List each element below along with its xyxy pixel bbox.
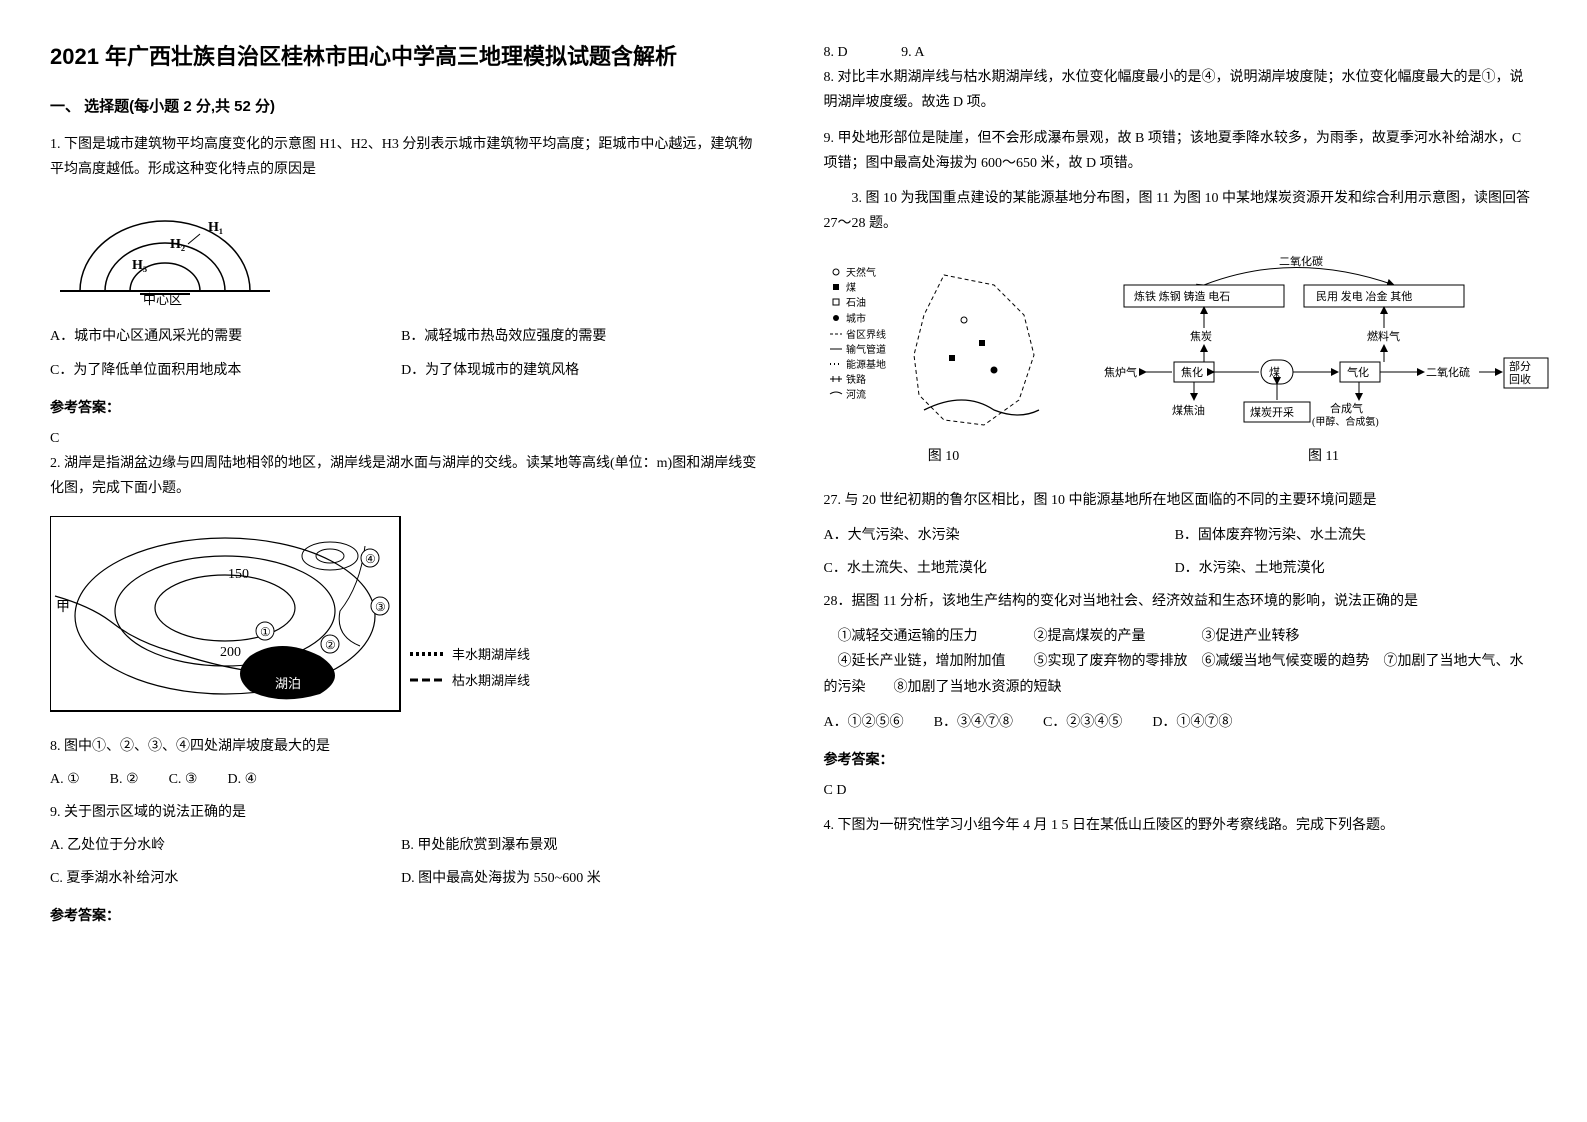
svg-text:②: ② (325, 638, 336, 652)
q9-opt-a: A. 乙处位于分水岭 (50, 833, 371, 858)
q1-fig-h1: H₁ (208, 220, 223, 235)
f11-co2: 二氧化碳 (1279, 254, 1323, 268)
f11-hechengqi: 合成气 (1330, 401, 1363, 415)
q27-opt-b: B．固体废弃物污染、水土流失 (1175, 523, 1496, 548)
f11-r1-left: 炼铁 炼钢 铸造 电石 (1134, 289, 1230, 303)
lg-prov: 省区界线 (846, 328, 886, 341)
lg-city: 城市 (846, 312, 866, 325)
section-1-heading: 一、 选择题(每小题 2 分,共 52 分) (50, 93, 764, 120)
svg-text:③: ③ (375, 600, 386, 614)
q1-figure: H₁ H₂ H₃ 中心区 (50, 196, 764, 306)
q2-stem: 2. 湖岸是指湖盆边缘与四周陆地相邻的地区，湖岸线是湖水面与湖岸的交线。读某地等… (50, 451, 764, 501)
legend-wet: 丰水期湖岸线 (452, 647, 530, 662)
fig-10: 天然气 煤 石油 城市 省区界线 输气管道 能源基地 铁路 河流 图 10 (824, 260, 1064, 469)
q1-fig-h2: H₂ (170, 237, 185, 252)
f11-r1-right: 民用 发电 冶金 其他 (1316, 289, 1412, 303)
svg-text:④: ④ (365, 552, 376, 566)
document-title: 2021 年广西壮族自治区桂林市田心中学高三地理模拟试题含解析 (50, 40, 764, 73)
svg-text:①: ① (260, 625, 271, 639)
f11-huishou: 回收 (1509, 372, 1531, 386)
q1-opt-d: D．为了体现城市的建筑风格 (401, 358, 722, 383)
expl-9: 9. 甲处地形部位是陡崖，但不会形成瀑布景观，故 B 项错；该地夏季降水较多，为… (824, 126, 1538, 176)
q28-opts: A．①②⑤⑥ B．③④⑦⑧ C．②③④⑤ D．①④⑦⑧ (824, 710, 1538, 735)
f11-meijiaoyou: 煤焦油 (1172, 403, 1205, 417)
q28-opt-d: D．①④⑦⑧ (1152, 710, 1232, 735)
q9-opt-d: D. 图中最高处海拔为 550~600 米 (401, 866, 722, 891)
q1-opt-c: C．为了降低单位面积用地成本 (50, 358, 371, 383)
q8-opt-d: D. ④ (227, 767, 257, 792)
f11-jiaohua: 焦化 (1181, 365, 1203, 379)
f11-qihua: 气化 (1347, 365, 1369, 379)
ans-9: 9. A (901, 45, 924, 60)
q2-figure: 湖泊 150 200 甲 ④ ③ ② (50, 516, 764, 716)
q1-opt-a: A．城市中心区通风采光的需要 (50, 324, 371, 349)
fig-10-11-row: 天然气 煤 石油 城市 省区界线 输气管道 能源基地 铁路 河流 图 10 (824, 250, 1538, 469)
q27-opts-1: A．大气污染、水污染 B．固体废弃物污染、水土流失 (824, 523, 1538, 548)
q1-fig-h3: H₃ (132, 258, 147, 273)
f11-hechengqi2: (甲醇、合成氨) (1312, 415, 1379, 428)
contour-200: 200 (220, 645, 241, 660)
contour-150: 150 (228, 567, 249, 582)
q4-stem: 4. 下图为一研究性学习小组今年 4 月 1 5 日在某低山丘陵区的野外考察线路… (824, 813, 1538, 838)
q2-answer-heading: 参考答案： (50, 903, 764, 928)
q8-opt-b: B. ② (110, 767, 139, 792)
lg-pipe: 输气管道 (846, 343, 886, 356)
lg-river: 河流 (846, 388, 866, 401)
q1-answer: C (50, 426, 764, 451)
lg-base: 能源基地 (846, 358, 886, 371)
q9-stem: 9. 关于图示区域的说法正确的是 (50, 800, 764, 825)
q1-options-2: C．为了降低单位面积用地成本 D．为了体现城市的建筑风格 (50, 358, 764, 383)
lg-coal: 煤 (846, 281, 856, 294)
f11-jiaoluqi: 焦炉气 (1104, 365, 1137, 379)
q27-opt-a: A．大气污染、水污染 (824, 523, 1145, 548)
q28-opt-b: B．③④⑦⑧ (934, 710, 1013, 735)
q28-opt-a: A．①②⑤⑥ (824, 710, 904, 735)
f11-so2: 二氧化硫 (1426, 365, 1470, 379)
q1-opt-b: B．减轻城市热岛效应强度的需要 (401, 324, 722, 349)
q8-options: A. ① B. ② C. ③ D. ④ (50, 767, 764, 792)
f11-ranliaoqi: 燃料气 (1367, 329, 1400, 343)
lake-label: 湖泊 (275, 676, 301, 691)
fig11-caption: 图 11 (1094, 444, 1554, 469)
q28-stem: 28．据图 11 分析，该地生产结构的变化对当地社会、经济效益和生态环境的影响，… (824, 589, 1538, 614)
legend-dry: 枯水期湖岸线 (452, 673, 530, 688)
q3-answer-heading: 参考答案： (824, 747, 1538, 772)
fig-11: 二氧化碳 炼铁 炼钢 铸造 电石 民用 发电 冶金 其他 焦炭 燃料气 (1094, 250, 1554, 469)
q3-answer: C D (824, 778, 1538, 803)
q28-items: ①减轻交通运输的压力 ②提高煤炭的产量 ③促进产业转移 ④延长产业链，增加附加值… (824, 624, 1538, 700)
q9-options-1: A. 乙处位于分水岭 B. 甲处能欣赏到瀑布景观 (50, 833, 764, 858)
q9-options-2: C. 夏季湖水补给河水 D. 图中最高处海拔为 550~600 米 (50, 866, 764, 891)
q27-opt-d: D．水污染、土地荒漠化 (1175, 556, 1496, 581)
ans-8-9: 8. D 9. A (824, 40, 1538, 65)
q8-opt-c: C. ③ (169, 767, 198, 792)
ans-8: 8. D (824, 45, 848, 60)
q27-opts-2: C．水土流失、土地荒漠化 D．水污染、土地荒漠化 (824, 556, 1538, 581)
q27-stem: 27. 与 20 世纪初期的鲁尔区相比，图 10 中能源基地所在地区面临的不同的… (824, 488, 1538, 513)
q9-opt-c: C. 夏季湖水补给河水 (50, 866, 371, 891)
right-column: 8. D 9. A 8. 对比丰水期湖岸线与枯水期湖岸线，水位变化幅度最小的是④… (824, 40, 1538, 935)
lg-oil: 石油 (846, 296, 866, 309)
q1-options: A．城市中心区通风采光的需要 B．减轻城市热岛效应强度的需要 (50, 324, 764, 349)
lg-rail: 铁路 (846, 373, 866, 386)
q8-opt-a: A. ① (50, 767, 80, 792)
q1-answer-heading: 参考答案： (50, 395, 764, 420)
lg-gas: 天然气 (846, 266, 876, 279)
q9-opt-b: B. 甲处能欣赏到瀑布景观 (401, 833, 722, 858)
fig10-caption: 图 10 (824, 444, 1064, 469)
jia-label: 甲 (56, 600, 70, 615)
q1-stem: 1. 下图是城市建筑物平均高度变化的示意图 H1、H2、H3 分别表示城市建筑物… (50, 132, 764, 182)
f11-meitankaicai: 煤炭开采 (1250, 406, 1294, 419)
f11-mei: 煤 (1269, 366, 1280, 379)
q8-stem: 8. 图中①、②、③、④四处湖岸坡度最大的是 (50, 734, 764, 759)
expl-8: 8. 对比丰水期湖岸线与枯水期湖岸线，水位变化幅度最小的是④，说明湖岸坡度陡；水… (824, 65, 1538, 115)
f11-jiaotan: 焦炭 (1190, 330, 1212, 343)
f11-bufen: 部分 (1509, 359, 1531, 373)
left-column: 2021 年广西壮族自治区桂林市田心中学高三地理模拟试题含解析 一、 选择题(每… (50, 40, 764, 935)
q28-opt-c: C．②③④⑤ (1043, 710, 1122, 735)
q3-intro: 3. 图 10 为我国重点建设的某能源基地分布图，图 11 为图 10 中某地煤… (824, 186, 1538, 236)
q27-opt-c: C．水土流失、土地荒漠化 (824, 556, 1145, 581)
